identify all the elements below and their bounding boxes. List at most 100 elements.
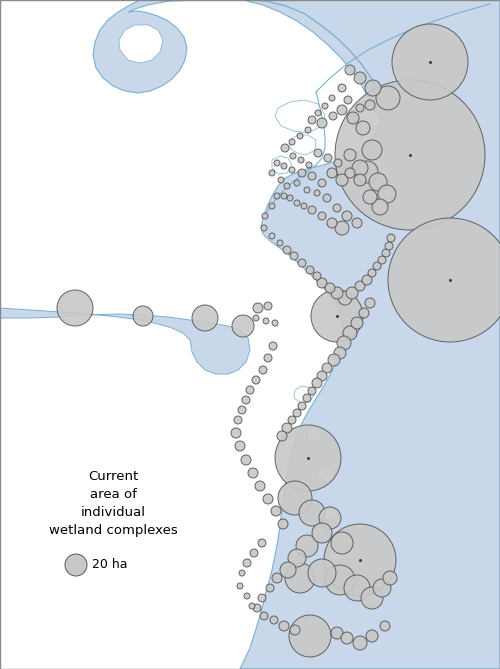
Circle shape bbox=[327, 218, 337, 228]
Circle shape bbox=[331, 532, 353, 554]
Circle shape bbox=[355, 281, 365, 291]
Circle shape bbox=[388, 218, 500, 342]
Circle shape bbox=[271, 506, 281, 516]
Circle shape bbox=[331, 287, 343, 299]
Polygon shape bbox=[119, 25, 163, 63]
Circle shape bbox=[373, 262, 381, 270]
Circle shape bbox=[306, 162, 312, 168]
Circle shape bbox=[368, 269, 376, 277]
Circle shape bbox=[253, 303, 263, 313]
Polygon shape bbox=[240, 0, 500, 669]
Circle shape bbox=[262, 213, 268, 219]
Circle shape bbox=[325, 565, 355, 595]
Circle shape bbox=[354, 72, 366, 84]
Circle shape bbox=[387, 234, 395, 242]
Circle shape bbox=[380, 621, 390, 631]
Circle shape bbox=[324, 154, 332, 162]
Circle shape bbox=[297, 133, 303, 139]
Circle shape bbox=[283, 246, 291, 254]
Polygon shape bbox=[275, 100, 325, 133]
Polygon shape bbox=[318, 467, 334, 482]
Circle shape bbox=[296, 535, 318, 557]
Circle shape bbox=[344, 149, 356, 161]
Polygon shape bbox=[0, 296, 250, 374]
Circle shape bbox=[359, 308, 369, 318]
Circle shape bbox=[264, 354, 272, 362]
Circle shape bbox=[343, 326, 357, 340]
Circle shape bbox=[274, 160, 280, 166]
Circle shape bbox=[269, 170, 275, 176]
Circle shape bbox=[261, 225, 267, 231]
Circle shape bbox=[335, 221, 349, 235]
Circle shape bbox=[336, 174, 348, 186]
Circle shape bbox=[258, 539, 266, 547]
Circle shape bbox=[356, 121, 370, 135]
Circle shape bbox=[65, 554, 87, 576]
Circle shape bbox=[318, 179, 326, 187]
Circle shape bbox=[234, 416, 242, 424]
Circle shape bbox=[378, 256, 386, 264]
Circle shape bbox=[344, 575, 370, 601]
Circle shape bbox=[392, 24, 468, 100]
Polygon shape bbox=[307, 427, 322, 442]
Circle shape bbox=[315, 110, 321, 116]
Circle shape bbox=[269, 233, 275, 239]
Circle shape bbox=[252, 376, 260, 384]
Circle shape bbox=[322, 363, 332, 373]
Circle shape bbox=[353, 636, 367, 650]
Circle shape bbox=[275, 425, 341, 491]
Circle shape bbox=[372, 199, 388, 215]
Circle shape bbox=[274, 193, 280, 199]
Circle shape bbox=[323, 194, 331, 202]
Circle shape bbox=[313, 272, 321, 280]
Circle shape bbox=[239, 570, 245, 576]
Circle shape bbox=[269, 203, 275, 209]
Circle shape bbox=[363, 190, 377, 204]
Circle shape bbox=[281, 163, 287, 169]
Circle shape bbox=[378, 185, 396, 203]
Circle shape bbox=[298, 402, 306, 410]
Circle shape bbox=[383, 571, 397, 585]
Circle shape bbox=[288, 549, 306, 567]
Circle shape bbox=[324, 524, 396, 596]
Circle shape bbox=[356, 161, 378, 183]
Circle shape bbox=[308, 206, 316, 214]
Circle shape bbox=[282, 423, 292, 433]
Circle shape bbox=[281, 193, 287, 199]
Circle shape bbox=[361, 587, 383, 609]
Circle shape bbox=[266, 584, 274, 592]
Circle shape bbox=[352, 218, 362, 228]
Circle shape bbox=[290, 625, 300, 635]
Circle shape bbox=[278, 519, 288, 529]
Circle shape bbox=[235, 441, 245, 451]
Circle shape bbox=[317, 371, 327, 381]
Circle shape bbox=[329, 112, 337, 120]
Polygon shape bbox=[93, 0, 245, 93]
Polygon shape bbox=[294, 386, 314, 403]
Circle shape bbox=[298, 259, 306, 267]
Circle shape bbox=[246, 386, 254, 394]
Circle shape bbox=[376, 86, 400, 110]
Circle shape bbox=[279, 621, 289, 631]
Circle shape bbox=[345, 168, 355, 178]
Circle shape bbox=[57, 290, 93, 326]
Circle shape bbox=[329, 95, 335, 101]
Circle shape bbox=[318, 212, 326, 220]
Circle shape bbox=[242, 396, 250, 404]
Circle shape bbox=[342, 211, 352, 221]
Circle shape bbox=[334, 159, 342, 167]
Polygon shape bbox=[322, 507, 337, 521]
Circle shape bbox=[244, 593, 250, 599]
Circle shape bbox=[258, 594, 266, 602]
Circle shape bbox=[278, 177, 284, 183]
Circle shape bbox=[284, 183, 290, 189]
Circle shape bbox=[311, 290, 363, 342]
Circle shape bbox=[365, 100, 375, 110]
Text: 20 ha: 20 ha bbox=[92, 559, 128, 571]
Circle shape bbox=[298, 157, 304, 163]
Circle shape bbox=[337, 336, 351, 350]
Circle shape bbox=[334, 347, 346, 359]
Circle shape bbox=[312, 523, 332, 543]
Circle shape bbox=[249, 603, 255, 609]
Circle shape bbox=[280, 562, 296, 578]
